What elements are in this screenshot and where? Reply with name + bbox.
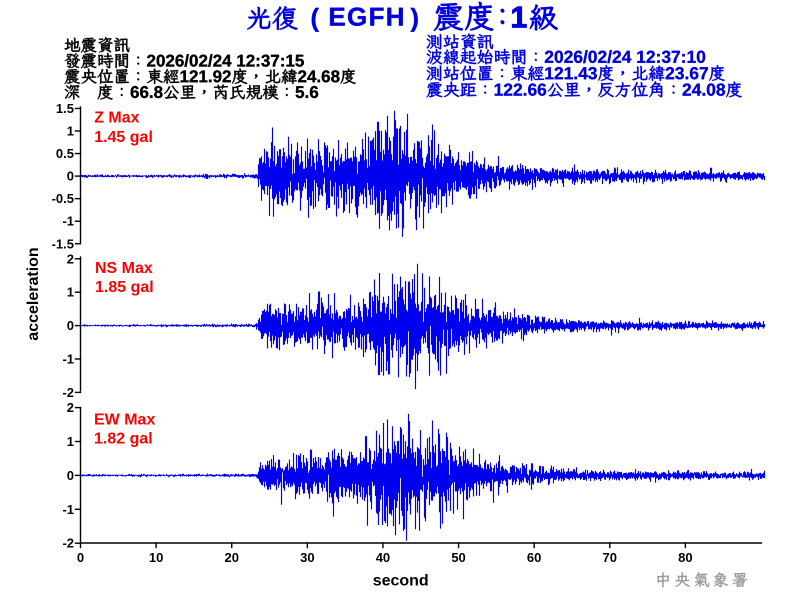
svg-text:0: 0 — [67, 169, 74, 184]
svg-text:EW Max: EW Max — [94, 411, 155, 428]
svg-text:1.45 gal: 1.45 gal — [94, 129, 153, 146]
svg-text:1: 1 — [67, 434, 74, 449]
svg-text:0.5: 0.5 — [56, 146, 74, 161]
svg-text:0: 0 — [67, 318, 74, 333]
svg-text:60: 60 — [527, 550, 541, 565]
svg-text:70: 70 — [603, 550, 617, 565]
svg-text:1: 1 — [67, 124, 74, 139]
svg-text:2: 2 — [67, 400, 74, 415]
svg-text:NS Max: NS Max — [95, 260, 153, 277]
svg-text:-1.5: -1.5 — [52, 236, 74, 251]
svg-text:1: 1 — [67, 285, 74, 300]
svg-text:second: second — [373, 573, 429, 590]
svg-text:2: 2 — [67, 251, 74, 266]
svg-text:-1: -1 — [62, 502, 74, 517]
svg-text:80: 80 — [678, 550, 692, 565]
svg-text:50: 50 — [451, 550, 465, 565]
svg-text:30: 30 — [300, 550, 314, 565]
svg-text:acceleration: acceleration — [25, 247, 42, 340]
svg-text:1.85 gal: 1.85 gal — [95, 279, 154, 296]
svg-text:-1: -1 — [62, 214, 74, 229]
svg-text:-2: -2 — [62, 536, 74, 551]
svg-text:0: 0 — [67, 468, 74, 483]
svg-text:-1: -1 — [62, 352, 74, 367]
svg-text:10: 10 — [149, 550, 163, 565]
svg-text:-0.5: -0.5 — [52, 191, 74, 206]
svg-text:Z Max: Z Max — [94, 110, 139, 127]
svg-text:1.5: 1.5 — [56, 101, 74, 116]
svg-text:1.82 gal: 1.82 gal — [94, 431, 153, 448]
svg-text:0: 0 — [77, 550, 84, 565]
svg-text:20: 20 — [224, 550, 238, 565]
svg-text:-2: -2 — [62, 385, 74, 400]
svg-text:40: 40 — [376, 550, 390, 565]
